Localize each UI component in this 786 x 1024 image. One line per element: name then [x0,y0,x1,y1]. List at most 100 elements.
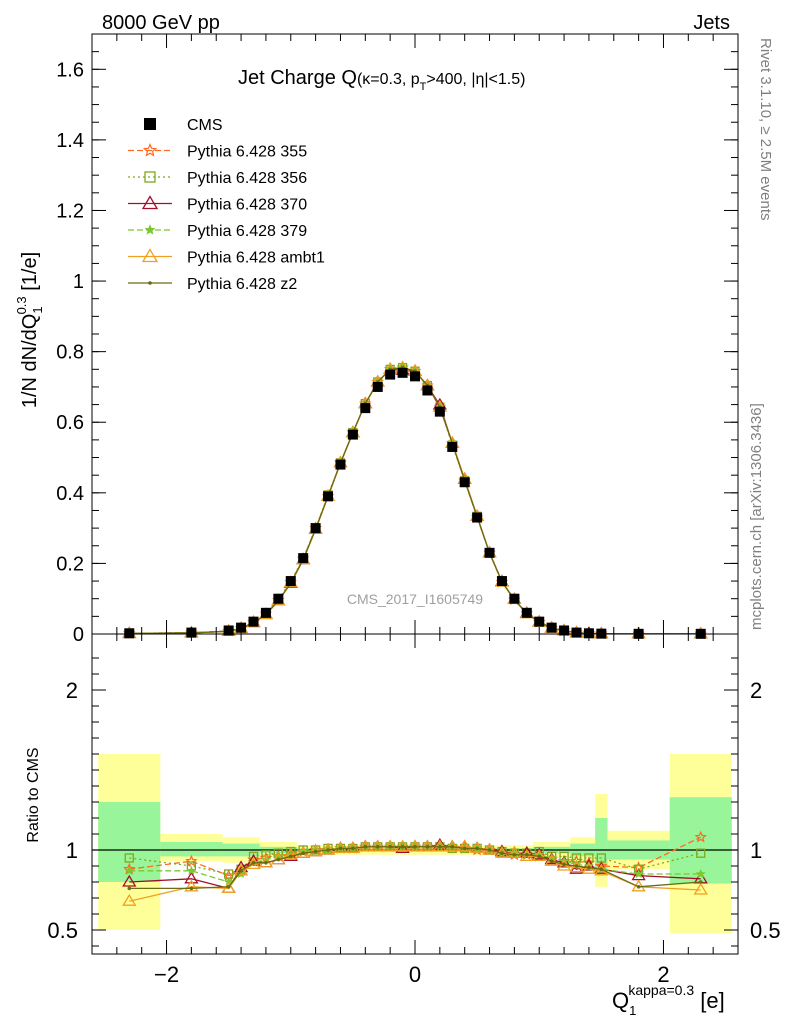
cms-point [410,371,420,382]
ratio-marker-p379 [695,868,706,879]
legend-marker-p370 [141,195,159,210]
cms-point [323,491,334,502]
ratio-marker-z2 [475,846,479,851]
ratio-marker-z2 [587,865,591,870]
legend: CMS Pythia 6.428 355 Pythia 6.428 356 Pythi… [128,117,325,293]
legend-label-p356: Pythia 6.428 356 [187,170,307,187]
ratio-marker-z2 [351,846,355,851]
ratio-marker-ambt1 [445,839,460,852]
ratio-marker-ambt1 [383,839,398,852]
cms-point [372,381,383,392]
main-ytick-label: 0.8 [56,342,84,364]
ratio-marker-z2 [562,862,566,867]
ratio-marker-z2 [400,845,405,849]
ratio-marker-z2 [537,854,542,859]
ratio-marker-z2 [438,845,442,849]
ratio-marker-p355 [185,854,198,867]
ratio-marker-z2 [189,886,194,891]
ratio-marker-z2 [500,851,504,855]
ratio-ytick-label: 0.5 [47,918,78,943]
ratio-marker-z2 [599,867,604,871]
rivet-label: Rivet 3.1.10, ≥ 2.5M events [757,38,774,221]
legend-label-p355: Pythia 6.428 355 [187,144,307,161]
ratio-marker-z2 [251,861,256,865]
ratio-marker-z2 [525,853,529,857]
ratio-marker-z2 [288,854,293,859]
ratio-marker-p370 [246,853,261,866]
legend-label-cms: CMS [187,117,223,134]
ratio-marker-p355 [694,830,707,843]
legend-marker-p379 [144,224,156,235]
cms-point [223,625,234,636]
cms-point [385,369,396,380]
ratio-marker-ambt1 [407,839,423,852]
cms-point [260,607,271,618]
main-ytick-label: 0.4 [56,483,84,505]
ratio-marker-ambt1 [420,839,435,852]
ratio-marker-p370 [519,845,534,858]
legend-marker-p355 [142,142,158,157]
cms-point [472,512,483,523]
ratio-marker-z2 [127,886,132,891]
ratio-marker-z2 [338,846,343,851]
ratio-marker-z2 [425,845,430,849]
cms-point [360,403,371,414]
cms-point [273,593,284,604]
band-green [160,842,223,857]
cms-point [521,607,532,618]
ratio-marker-ambt1 [233,863,249,876]
cms-point [422,385,433,396]
cms-point [347,429,358,440]
ratio-marker-ambt1 [469,841,485,854]
ratio-panel: 0.5 0.5 1 1 2 2 −2 0 2 Ratio to CMS Q1kappa=0.3… [25,633,781,1018]
cms-point [534,616,545,627]
ratio-marker-ambt1 [507,845,522,858]
ratio-marker-z2 [363,845,368,849]
ratio-marker-p379 [186,865,197,875]
ratio-marker-z2 [413,845,417,849]
legend-label-ambt1: Pythia 6.428 ambt1 [187,250,325,267]
source-label: mcplots.cern.ch [arXiv:1306.3436] [748,403,765,630]
main-ytick-label: 0 [73,624,84,646]
ratio-marker-z2 [487,848,492,852]
ratio-marker-z2 [512,853,517,857]
ratio-marker-ambt1 [333,841,348,854]
ratio-xtick-label: 0 [409,962,421,987]
legend-marker-ambt1 [141,248,159,263]
ratio-marker-ambt1 [432,839,447,852]
cms-point [484,547,495,558]
main-ytick-label: 0.6 [56,412,84,434]
ratio-marker-p370 [122,874,137,887]
ratio-marker-ambt1 [693,882,708,895]
ratio-marker-p370 [556,855,572,868]
ratio-xlabel: Q1kappa=0.3 [e] [612,982,725,1018]
main-panel: 0 0.2 0.4 0.6 0.8 1 1.2 1.4 1.6 CMS_2017_I160574… [14,33,739,646]
cms-point [509,593,520,604]
cms-point [546,622,557,633]
ratio-marker-z2 [264,861,268,865]
ratio-marker-ambt1 [457,839,472,852]
cms-point [285,576,296,587]
ratio-ytick-label: 2 [66,678,78,703]
cms-point [397,367,408,378]
ratio-ylabel: Ratio to CMS [25,747,42,842]
ratio-marker-z2 [388,845,392,849]
ratio-marker-p379 [124,865,135,875]
legend-label-z2: Pythia 6.428 z2 [187,276,297,293]
ratio-marker-ambt1 [283,847,298,860]
ratio-marker-z2 [239,869,243,873]
legend-label-p379: Pythia 6.428 379 [187,223,307,240]
energy-label: 8000 GeV pp [102,12,220,34]
ratio-marker-z2 [375,845,380,849]
ratio-marker-ambt1 [395,839,410,852]
ratio-marker-z2 [450,845,455,849]
main-ytick-label: 1.2 [56,200,84,222]
ratio-marker-p356 [696,848,706,858]
ratio-ytick-label-right: 2 [750,678,762,703]
ratio-marker-z2 [698,880,703,884]
ratio-xtick-label: 2 [657,962,669,987]
cms-point [571,627,582,638]
ratio-marker-p370 [494,844,510,857]
ratio-frame [91,633,739,955]
ratio-ytick-label-right: 1 [750,838,762,863]
